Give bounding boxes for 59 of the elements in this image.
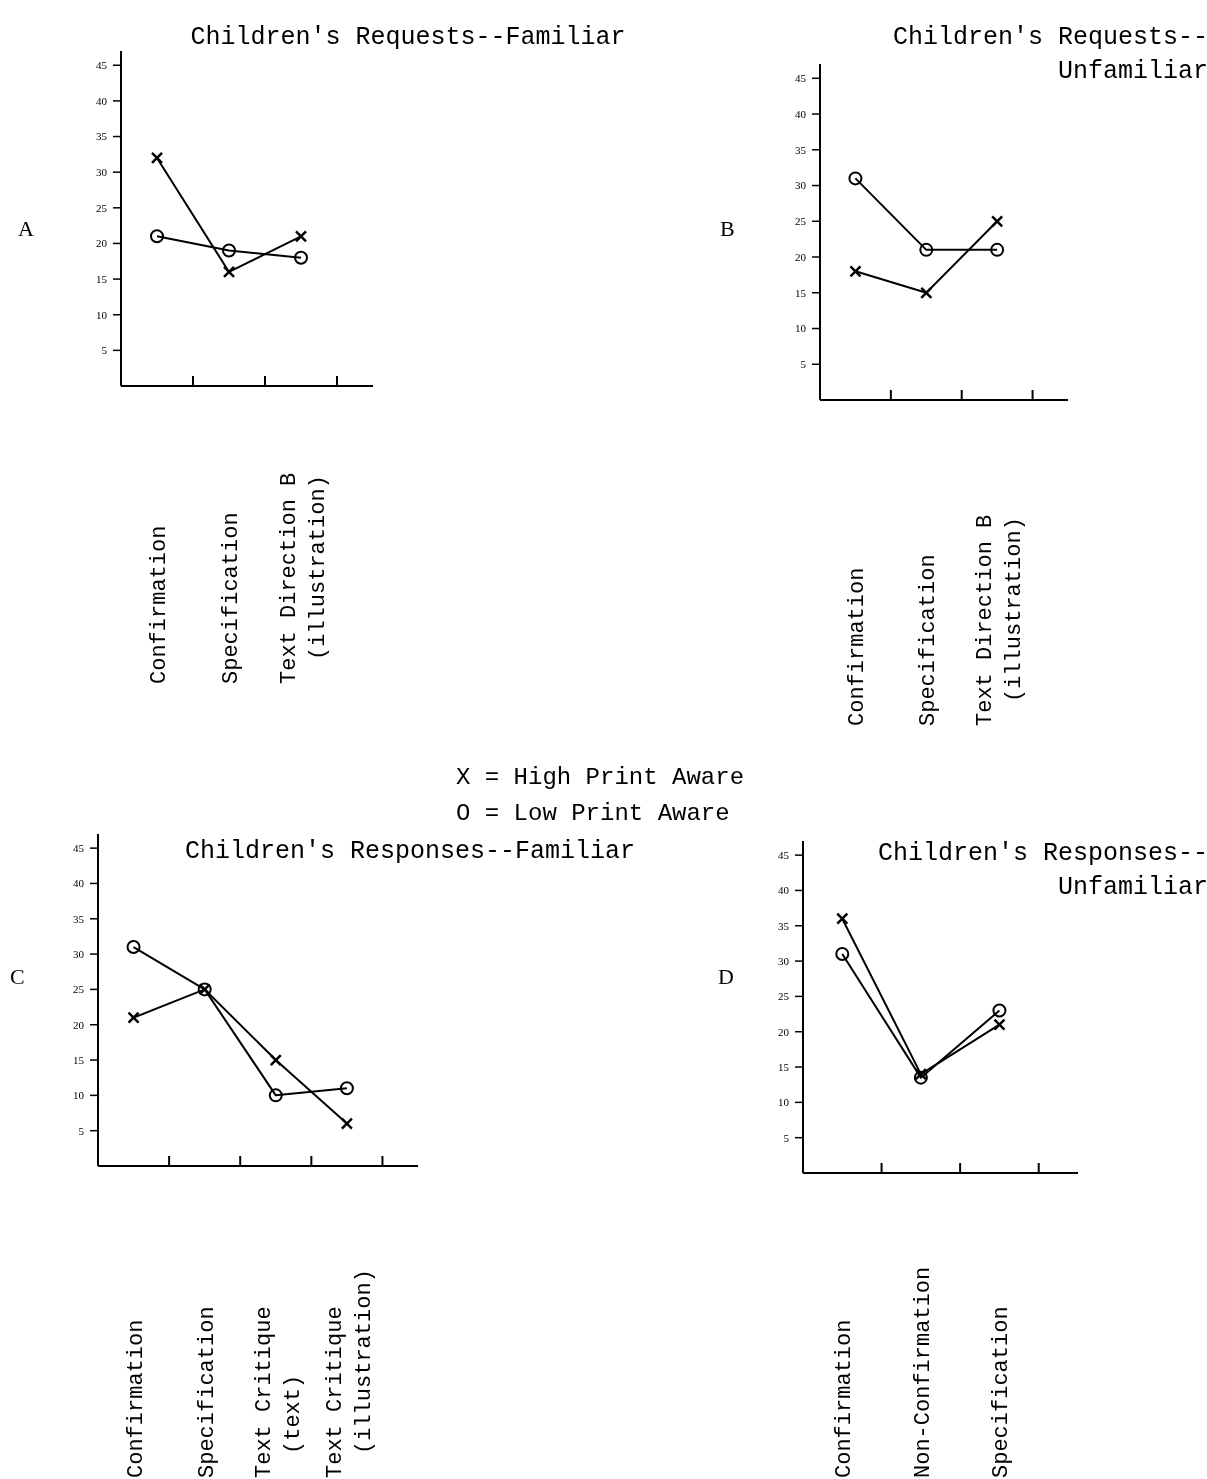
y-tick-label: 40: [795, 107, 807, 120]
y-tick-label: 35: [795, 143, 807, 156]
x-tick-label: Confirmation: [123, 1319, 149, 1478]
y-tick-label: 20: [73, 1018, 85, 1031]
y-tick-label: 10: [795, 322, 807, 335]
x-tick-label: Text Direction B (illustration): [973, 514, 1028, 726]
y-tick-label: 15: [795, 286, 807, 299]
y-tick-label: 40: [778, 884, 790, 897]
y-tick-label: 35: [73, 912, 85, 925]
x-tick-label: Non-Confirmation: [910, 1266, 936, 1478]
y-tick-label: 45: [778, 848, 790, 861]
y-tick-label: 45: [96, 59, 108, 72]
y-tick-label: 20: [795, 250, 807, 263]
y-tick-label: 45: [73, 841, 85, 854]
y-tick-label: 45: [795, 72, 807, 85]
y-tick-label: 5: [101, 344, 108, 357]
text: A: [18, 216, 34, 241]
y-tick-label: 25: [778, 990, 790, 1003]
y-tick-label: 5: [78, 1124, 85, 1137]
text: B: [720, 216, 735, 241]
chart-title: Children's Responses--Familiar: [184, 837, 636, 866]
y-tick-label: 5: [800, 358, 807, 371]
x-tick-label: Text Critique (illustration): [322, 1269, 377, 1478]
y-tick-label: 40: [73, 877, 85, 890]
y-tick-label: 35: [96, 130, 108, 143]
text: D: [718, 964, 734, 989]
y-tick-label: 15: [778, 1060, 790, 1073]
y-tick-label: 30: [73, 947, 85, 960]
x-tick-label: Text Critique (text): [251, 1306, 306, 1478]
chart-title: Children's Requests--Familiar: [190, 23, 626, 52]
x-tick-label: Specification: [989, 1306, 1015, 1478]
y-tick-label: 10: [73, 1089, 85, 1102]
y-tick-label: 35: [778, 919, 790, 932]
y-tick-label: 30: [795, 179, 807, 192]
chart-title: Children's Requests--Unfamiliar: [892, 23, 1207, 86]
y-tick-label: 25: [73, 983, 85, 996]
x-tick-label: Text Direction B (illustration): [277, 472, 331, 684]
y-tick-label: 15: [96, 272, 108, 285]
y-tick-label: 5: [783, 1131, 790, 1144]
x-tick-label: Confirmation: [832, 1319, 858, 1478]
x-tick-label: Specification: [916, 554, 942, 726]
y-tick-label: 30: [96, 166, 108, 179]
y-tick-label: 20: [96, 237, 108, 250]
x-tick-label: Specification: [194, 1306, 220, 1478]
x-tick-label: Confirmation: [845, 567, 871, 726]
text: C: [10, 964, 25, 989]
y-tick-label: 15: [73, 1053, 85, 1066]
y-tick-label: 10: [778, 1096, 790, 1109]
y-tick-label: 40: [96, 94, 108, 107]
text: O = Low Print Aware: [456, 800, 730, 827]
y-tick-label: 25: [96, 201, 108, 214]
y-tick-label: 25: [795, 215, 807, 228]
text: X = High Print Aware: [456, 764, 745, 791]
y-tick-label: 30: [778, 954, 790, 967]
y-tick-label: 10: [96, 308, 108, 321]
x-tick-label: Specification: [219, 512, 244, 684]
y-tick-label: 20: [778, 1025, 790, 1038]
text: Children's Responses--Unfamiliar: [877, 839, 1207, 902]
x-tick-label: Confirmation: [147, 525, 172, 684]
